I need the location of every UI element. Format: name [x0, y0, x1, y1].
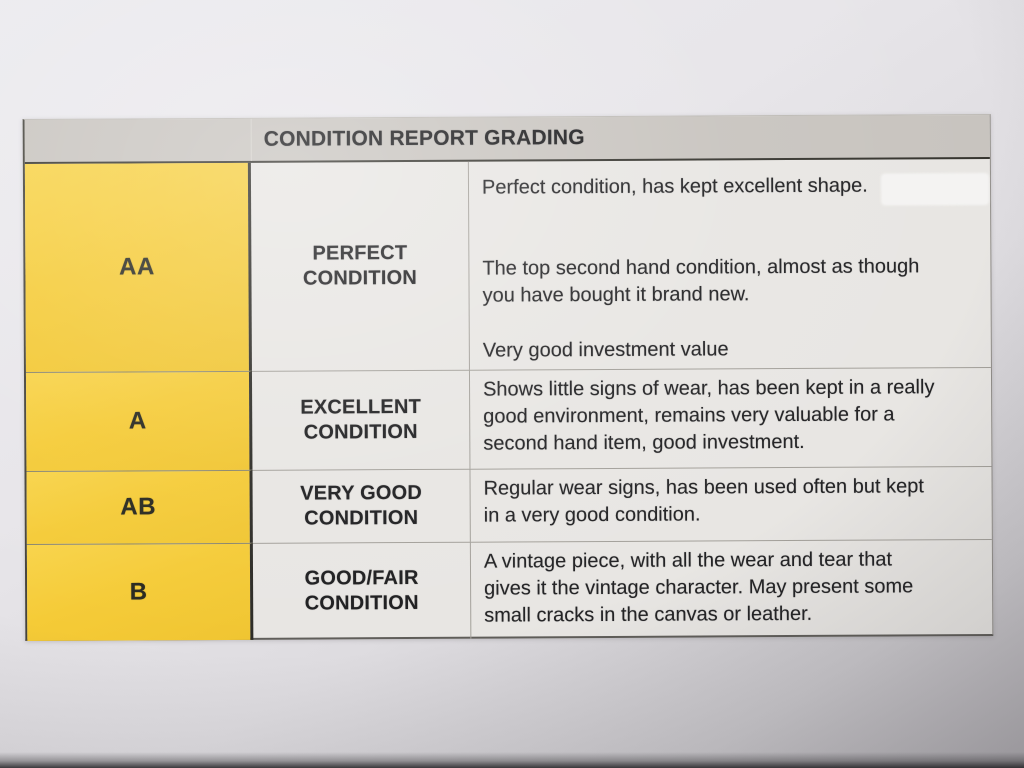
description-paragraph: Shows little signs of wear, has been kep…: [483, 376, 935, 455]
condition-report-table: CONDITION REPORT GRADING AA PERFECT COND…: [22, 113, 994, 642]
whiteout-patch: [880, 172, 990, 206]
table-row: AB VERY GOOD CONDITION Regular wear sign…: [26, 465, 992, 545]
grade-text: AB: [120, 493, 157, 521]
header-grade-column-spacer: [25, 119, 251, 162]
description-paragraph: Regular wear signs, has been used often …: [483, 475, 924, 527]
condition-label-cell: PERFECT CONDITION: [250, 161, 470, 371]
condition-label: VERY GOOD CONDITION: [300, 481, 423, 530]
condition-description-cell: Shows little signs of wear, has been kep…: [469, 366, 992, 469]
condition-description-cell: Regular wear signs, has been used often …: [470, 465, 992, 542]
condition-label: EXCELLENT CONDITION: [300, 395, 422, 444]
condition-description-cell: A vintage piece, with all the wear and t…: [470, 538, 993, 639]
table-row: B GOOD/FAIR CONDITION A vintage piece, w…: [26, 538, 993, 642]
table-header: CONDITION REPORT GRADING: [24, 114, 990, 165]
table-row: A EXCELLENT CONDITION Shows little signs…: [25, 366, 992, 472]
description-paragraph: The top second hand condition, almost as…: [482, 255, 920, 307]
table-title: CONDITION REPORT GRADING: [250, 114, 990, 161]
photo-bottom-edge-shadow: [0, 752, 1024, 768]
condition-label-cell: GOOD/FAIR CONDITION: [252, 541, 472, 640]
condition-label-cell: VERY GOOD CONDITION: [252, 468, 471, 543]
grade-text: AA: [119, 253, 155, 281]
grade-text: B: [129, 578, 148, 606]
description-paragraph: Very good investment value: [482, 338, 729, 362]
condition-label-cell: EXCELLENT CONDITION: [251, 369, 471, 470]
condition-label: GOOD/FAIR CONDITION: [304, 566, 419, 615]
grade-cell: AA: [24, 162, 252, 373]
condition-label: PERFECT CONDITION: [302, 242, 418, 290]
table-row: AA PERFECT CONDITION Perfect condition, …: [24, 159, 991, 373]
grade-cell: AB: [26, 469, 253, 545]
description-paragraph: A vintage piece, with all the wear and t…: [483, 548, 914, 627]
table-body: AA PERFECT CONDITION Perfect condition, …: [24, 159, 993, 642]
grade-text: A: [128, 407, 147, 435]
grade-cell: A: [25, 370, 253, 472]
grade-cell: B: [26, 542, 254, 642]
